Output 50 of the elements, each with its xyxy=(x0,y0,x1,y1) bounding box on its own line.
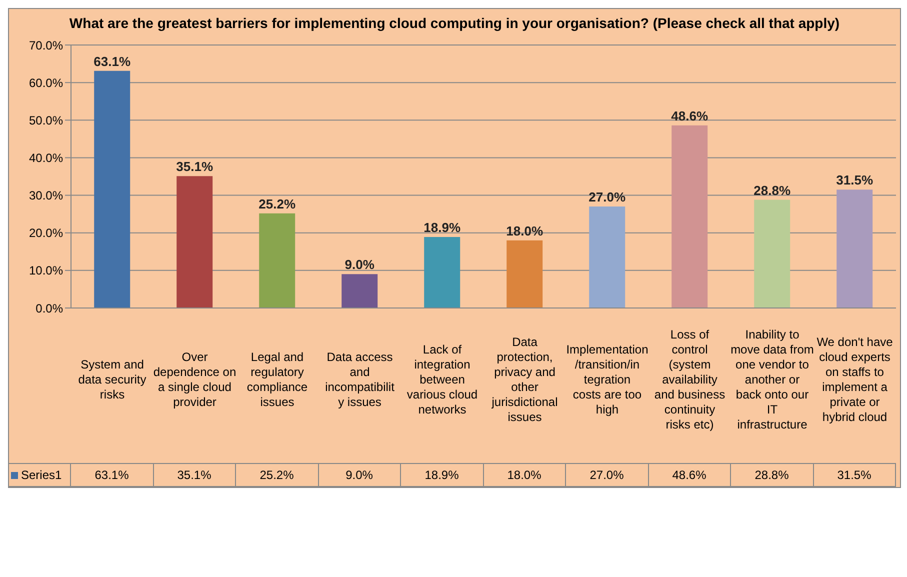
x-tick-label: Implementation/transition/integration costs are too high xyxy=(566,342,648,416)
y-tick-label: 10.0% xyxy=(28,264,64,278)
text: 31.5% xyxy=(836,172,874,188)
bar xyxy=(754,200,790,308)
y-tick-label: 0.0% xyxy=(36,301,64,316)
data-label: 35.1% xyxy=(154,463,236,487)
data-label: 25.2% xyxy=(236,463,318,487)
text: 35.1% xyxy=(176,159,214,174)
x-tick-label: Loss of control (system availability and business continuity risks etc) xyxy=(654,328,726,432)
x-tick-label: We don't have cloud experts on staffs to implement a private or hybrid cloud xyxy=(816,335,894,424)
bar xyxy=(176,176,213,308)
data-label: 27.0% xyxy=(566,463,648,487)
x-tick-label: System and data security risks xyxy=(78,358,146,402)
x-tick-label: Data access and incompatibility issues xyxy=(325,350,396,409)
data-label: 9.0% xyxy=(318,463,401,487)
x-tick-label: Legal and regulatory compliance issues xyxy=(246,350,308,409)
y-tick-label: 20.0% xyxy=(28,226,64,240)
data-label: 31.5% xyxy=(814,463,896,487)
data-label: 48.6% xyxy=(648,463,731,487)
bar xyxy=(94,70,130,308)
text: 18.9% xyxy=(424,220,461,235)
text: 27.0% xyxy=(588,190,626,205)
bar xyxy=(672,125,708,308)
data-label: 28.8% xyxy=(731,463,814,487)
x-tick-label: Over dependence on a single cloud provider xyxy=(153,350,236,409)
text: 18.0% xyxy=(506,223,544,238)
x-tick-label: Lack of integration between various cloud networks xyxy=(406,342,478,416)
x-tick-label: Data protection, privacy and other jurisdictional issues xyxy=(490,335,558,424)
y-tick-label: 50.0% xyxy=(28,113,64,128)
data-label: 63.1% xyxy=(71,463,154,487)
text: 63.1% xyxy=(94,54,131,69)
y-tick-label: 30.0% xyxy=(28,188,64,203)
text: 25.2% xyxy=(258,196,296,212)
data-label: 18.0% xyxy=(484,463,566,487)
text: 48.6% xyxy=(671,108,708,124)
bar xyxy=(424,236,460,308)
text: 28.8% xyxy=(754,182,791,198)
y-tick-label: 40.0% xyxy=(28,150,64,165)
text: 9.0% xyxy=(344,257,374,272)
bar xyxy=(589,206,626,308)
legend-label: Series1 xyxy=(21,467,62,484)
bar xyxy=(342,274,378,308)
data-label: 18.9% xyxy=(401,463,484,487)
chart-title: What are the greatest barriers for implementing cloud computing in your organisation? (Please check all that apply) xyxy=(68,14,841,33)
bar xyxy=(506,240,543,308)
y-tick-label: 70.0% xyxy=(28,38,64,52)
y-tick-label: 60.0% xyxy=(28,76,64,90)
x-tick-label: Inability to move data from one vendor to another or back onto our IT infrastructure xyxy=(730,328,814,432)
bar xyxy=(259,213,296,308)
bar xyxy=(836,190,873,308)
